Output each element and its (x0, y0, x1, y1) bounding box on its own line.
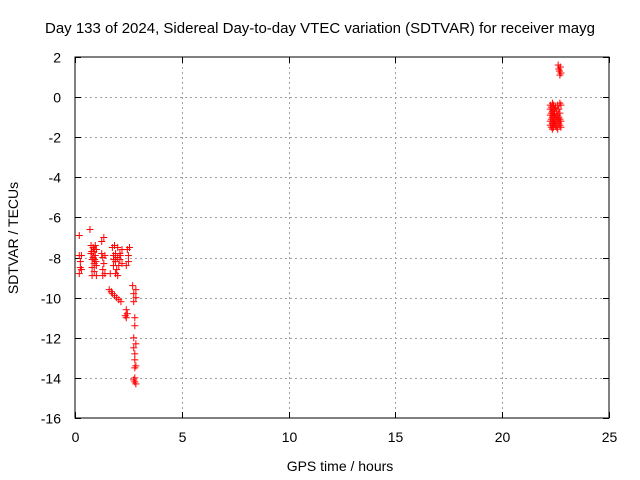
data-point-marker (131, 350, 139, 358)
data-point-marker (100, 260, 108, 268)
data-point-marker (116, 252, 124, 260)
data-point-marker (132, 294, 140, 302)
y-tick-labels: 2 0 -2 -4 -6 -8 -10 -12 -14 -16 (41, 50, 61, 427)
data-point-marker (88, 248, 96, 256)
data-point-marker (122, 262, 130, 270)
data-point-marker (88, 264, 96, 272)
y-tick-label: -2 (49, 130, 62, 146)
x-tick-label: 15 (388, 429, 404, 445)
data-point-marker (110, 256, 118, 264)
y-tick-label: -4 (49, 170, 62, 186)
y-tick-label: -14 (41, 371, 61, 387)
x-tick-label: 25 (602, 429, 618, 445)
data-point-marker (122, 306, 130, 314)
data-point-marker (122, 314, 130, 322)
data-point-marker (92, 272, 100, 280)
data-point-marker (132, 340, 140, 348)
data-point-marker (129, 282, 137, 290)
x-tick-label: 20 (495, 429, 511, 445)
data-point-marker (130, 344, 138, 352)
data-point-marker (75, 231, 83, 239)
y-tick-label: 0 (53, 90, 61, 106)
data-point-marker (556, 63, 564, 71)
data-point-marker (77, 266, 85, 274)
data-point-marker (114, 244, 122, 252)
data-point-marker (132, 380, 140, 388)
data-point-marker (131, 356, 139, 364)
data-point-marker (131, 374, 139, 382)
y-tick-label: -10 (41, 291, 61, 307)
x-tick-label: 5 (179, 429, 187, 445)
data-point-marker (557, 117, 565, 125)
x-axis-label: GPS time / hours (287, 458, 394, 474)
data-point-marker (118, 260, 126, 268)
data-point-marker (125, 244, 133, 252)
data-point-marker (557, 123, 565, 131)
data-point-marker (124, 258, 132, 266)
data-point-marker (77, 252, 85, 260)
data-point-marker (124, 252, 132, 260)
grid-lines (75, 57, 609, 418)
data-points (75, 61, 565, 388)
data-point-marker (557, 69, 565, 77)
data-point-marker (75, 270, 83, 278)
data-point-marker (86, 225, 94, 233)
data-point-marker (76, 258, 84, 266)
data-point-marker (130, 298, 138, 306)
x-tick-label: 0 (72, 429, 80, 445)
data-point-marker (557, 101, 565, 109)
data-point-marker (130, 334, 138, 342)
data-point-marker (92, 258, 100, 266)
data-point-marker (101, 252, 109, 260)
data-point-marker (132, 362, 140, 370)
data-point-marker (123, 310, 131, 318)
y-tick-label: 2 (53, 50, 61, 66)
data-point-marker (131, 314, 139, 322)
data-point-marker (100, 234, 108, 241)
y-axis-label: SDTVAR / TECUs (5, 182, 21, 294)
data-point-marker (555, 105, 563, 113)
y-tick-label: -6 (49, 210, 62, 226)
data-point-marker (132, 286, 140, 294)
data-point-marker (556, 109, 564, 117)
y-tick-label: -16 (41, 411, 61, 427)
data-point-marker (99, 266, 107, 274)
data-point-marker (131, 322, 139, 330)
data-point-marker (117, 298, 125, 306)
plot-frame (74, 56, 610, 419)
data-point-marker (91, 252, 99, 260)
data-point-marker (98, 238, 106, 246)
data-point-marker (130, 290, 138, 298)
chart-title: Day 133 of 2024, Sidereal Day-to-day VTE… (45, 20, 595, 37)
y-tick-label: -8 (49, 251, 62, 267)
x-tick-labels: 0 5 10 15 20 25 (72, 429, 618, 445)
data-point-marker (91, 242, 99, 250)
data-point-marker (113, 266, 121, 274)
x-tick-label: 10 (282, 429, 298, 445)
data-point-marker (114, 272, 122, 280)
axis-ticks (75, 57, 610, 419)
data-point-marker (90, 268, 98, 276)
y-tick-label: -12 (41, 331, 61, 347)
